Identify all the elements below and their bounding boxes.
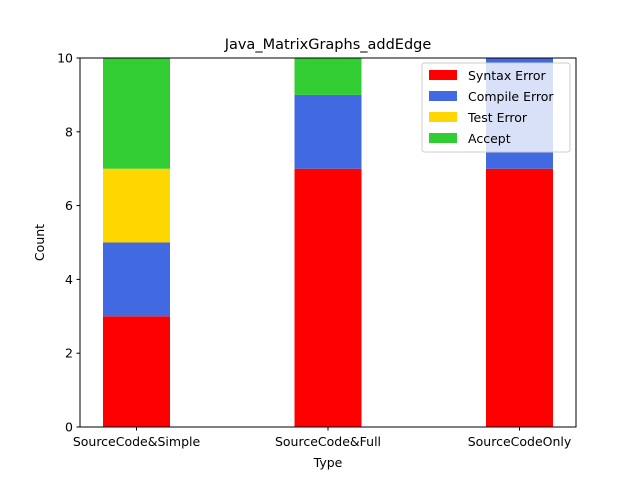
y-axis-label: Count: [32, 224, 47, 261]
bar-accept-0: [103, 58, 170, 169]
bars-group: [103, 58, 553, 427]
y-tick-label: 4: [65, 272, 73, 287]
bar-syntax-error-0: [103, 316, 170, 427]
legend-swatch: [429, 91, 457, 101]
bar-accept-1: [294, 58, 362, 95]
bar-syntax-error-2: [486, 168, 553, 427]
legend-label: Test Error: [467, 110, 528, 125]
legend-swatch: [429, 112, 457, 122]
bar-syntax-error-1: [294, 168, 362, 427]
legend-label: Syntax Error: [468, 68, 547, 83]
legend-swatch: [429, 133, 457, 143]
legend: Syntax Error Compile Error Test Error Accep…: [421, 62, 571, 153]
bar-test-error-0: [103, 168, 170, 243]
legend-label: Accept: [468, 131, 511, 146]
y-tick-label: 10: [57, 51, 73, 66]
legend-box: [421, 62, 571, 153]
legend-swatch: [429, 70, 457, 80]
x-axis: SourceCode&Simple SourceCode&Full SourceCo…: [73, 427, 572, 449]
legend-label: Compile Error: [468, 89, 554, 104]
y-tick-label: 6: [65, 198, 73, 213]
x-tick-label: SourceCode&Simple: [73, 434, 201, 449]
x-axis-label: Type: [313, 455, 343, 470]
y-tick-label: 0: [65, 420, 73, 435]
chart-title: Java_MatrixGraphs_addEdge: [224, 37, 432, 53]
x-tick-label: SourceCodeOnly: [468, 434, 572, 449]
x-tick-label: SourceCode&Full: [275, 434, 381, 449]
y-tick-label: 2: [65, 346, 73, 361]
y-axis: 0 2 4 6 8 10: [57, 51, 80, 435]
bar-compile-error-1: [294, 94, 362, 169]
y-tick-label: 8: [65, 124, 73, 139]
bar-compile-error-0: [103, 242, 170, 317]
